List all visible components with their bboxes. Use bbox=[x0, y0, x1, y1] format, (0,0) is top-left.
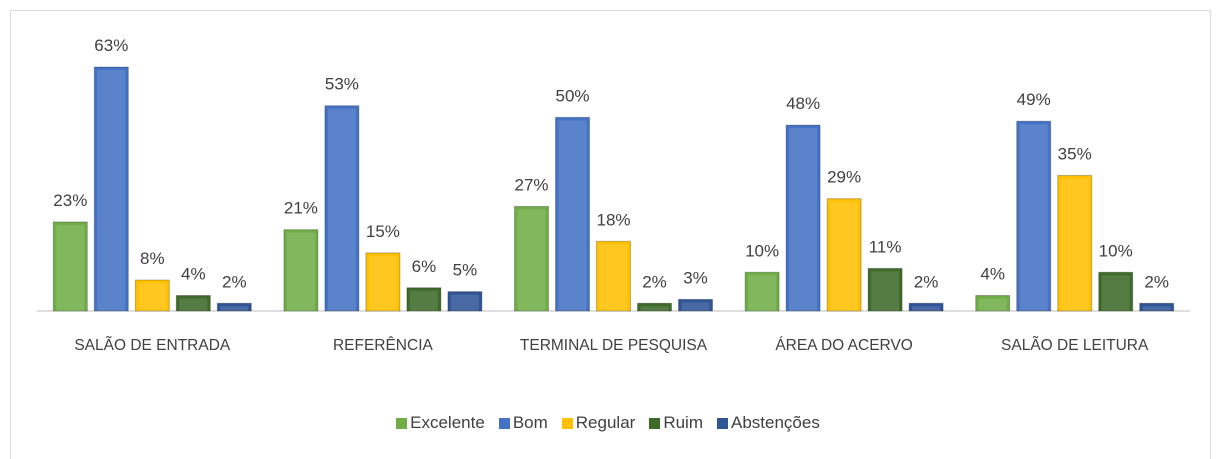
bar bbox=[1098, 271, 1134, 312]
data-label: 4% bbox=[181, 265, 206, 284]
bar-highlight bbox=[681, 302, 710, 311]
data-label: 2% bbox=[914, 272, 939, 291]
bar-highlight bbox=[220, 306, 249, 311]
data-label: 5% bbox=[453, 261, 478, 280]
bar bbox=[975, 295, 1011, 312]
legend-label: Excelente bbox=[410, 413, 485, 432]
bar-highlight bbox=[789, 128, 818, 311]
legend-item: Bom bbox=[498, 413, 548, 433]
bar bbox=[596, 240, 631, 312]
bar-highlight bbox=[517, 209, 546, 311]
bar bbox=[406, 287, 442, 312]
chart-border bbox=[10, 10, 1211, 459]
bar bbox=[637, 302, 672, 312]
bar-highlight bbox=[327, 108, 356, 311]
bar-highlight bbox=[179, 298, 208, 311]
bar bbox=[1016, 120, 1052, 312]
x-tick-label: SALÃO DE LEITURA bbox=[1001, 337, 1149, 354]
legend-swatch bbox=[649, 417, 661, 429]
bar bbox=[678, 298, 713, 312]
legend-item: Ruim bbox=[649, 413, 703, 433]
data-label: 50% bbox=[555, 86, 589, 105]
x-tick-label: ÁREA DO ACERVO bbox=[775, 337, 913, 354]
bar-highlight bbox=[748, 275, 777, 311]
data-label: 18% bbox=[596, 210, 630, 229]
x-tick-label: SALÃO DE ENTRADA bbox=[74, 337, 231, 354]
data-label: 2% bbox=[222, 272, 247, 291]
data-label: 27% bbox=[514, 175, 548, 194]
legend: Excelente Bom Regular Ruim Abstenções bbox=[0, 413, 1216, 433]
bar bbox=[514, 205, 549, 312]
bar-highlight bbox=[409, 290, 438, 311]
bar-highlight bbox=[599, 244, 628, 311]
bar-highlight bbox=[368, 255, 397, 311]
data-label: 63% bbox=[94, 36, 128, 55]
legend-item: Regular bbox=[561, 413, 636, 433]
bar bbox=[1057, 174, 1093, 312]
data-label: 23% bbox=[53, 191, 87, 210]
bar bbox=[324, 105, 360, 312]
legend-swatch bbox=[717, 417, 728, 429]
data-label: 21% bbox=[284, 199, 318, 218]
data-label: 29% bbox=[827, 168, 861, 187]
bar-highlight bbox=[871, 271, 900, 311]
legend-label: Regular bbox=[575, 413, 636, 432]
bar-highlight bbox=[138, 283, 167, 311]
bar bbox=[175, 295, 211, 312]
bar bbox=[283, 229, 319, 312]
bar bbox=[216, 302, 252, 312]
data-label: 8% bbox=[140, 249, 165, 268]
legend-label: Abstenções bbox=[731, 413, 820, 432]
data-label: 10% bbox=[1099, 241, 1133, 260]
data-label: 53% bbox=[325, 75, 359, 94]
bar bbox=[908, 302, 944, 312]
bar-highlight bbox=[1101, 275, 1130, 311]
bar-highlight bbox=[56, 224, 85, 311]
legend-item: Excelente bbox=[396, 413, 485, 433]
bar bbox=[744, 271, 780, 312]
legend-item: Abstenções bbox=[717, 413, 820, 433]
legend-label: Bom bbox=[512, 413, 548, 432]
bar bbox=[93, 66, 129, 312]
data-label: 35% bbox=[1058, 144, 1092, 163]
data-label: 2% bbox=[1144, 272, 1169, 291]
data-label: 6% bbox=[412, 257, 437, 276]
data-label: 3% bbox=[683, 268, 708, 287]
bar bbox=[134, 279, 170, 312]
legend-swatch bbox=[498, 417, 510, 429]
bar-highlight bbox=[558, 120, 587, 311]
bar-highlight bbox=[286, 232, 315, 311]
legend-swatch bbox=[396, 417, 408, 429]
bar-highlight bbox=[450, 294, 479, 311]
bar-highlight bbox=[640, 306, 669, 311]
bar bbox=[447, 291, 483, 312]
data-label: 48% bbox=[786, 94, 820, 113]
bar-highlight bbox=[912, 306, 941, 311]
bar-highlight bbox=[1019, 124, 1048, 311]
data-label: 15% bbox=[366, 222, 400, 241]
legend-swatch bbox=[561, 417, 573, 429]
bar-highlight bbox=[1060, 178, 1089, 311]
x-tick-label: REFERÊNCIA bbox=[332, 337, 433, 354]
data-label: 11% bbox=[869, 237, 902, 256]
bar-highlight bbox=[830, 201, 859, 311]
bar bbox=[826, 198, 862, 312]
bar-highlight bbox=[97, 70, 126, 311]
data-label: 10% bbox=[745, 241, 779, 260]
bar bbox=[785, 124, 821, 312]
x-tick-label: TERMINAL DE PESQUISA bbox=[519, 337, 708, 354]
bar bbox=[555, 116, 590, 312]
data-label: 49% bbox=[1017, 90, 1051, 109]
bar bbox=[1139, 302, 1175, 312]
bar bbox=[365, 252, 401, 312]
bar bbox=[52, 221, 88, 312]
data-label: 4% bbox=[980, 265, 1005, 284]
data-label: 2% bbox=[642, 272, 667, 291]
bar-highlight bbox=[978, 298, 1007, 311]
bar bbox=[867, 267, 903, 312]
bar-highlight bbox=[1142, 306, 1171, 311]
legend-label: Ruim bbox=[663, 413, 703, 432]
